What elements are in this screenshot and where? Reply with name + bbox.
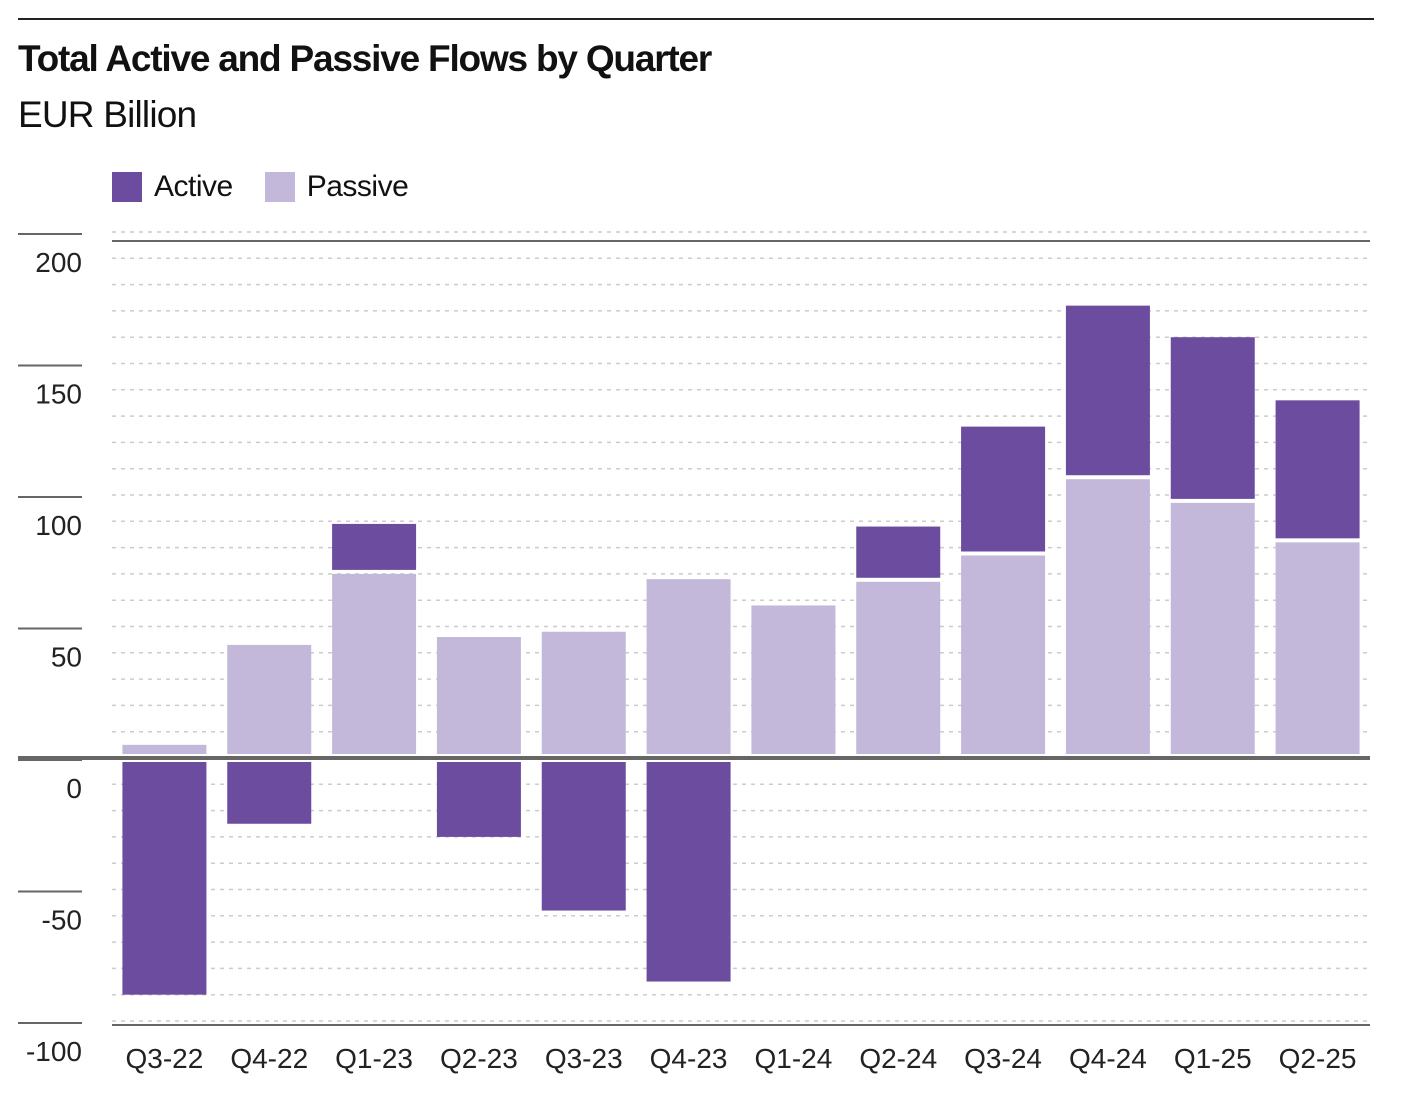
legend-item-passive: Passive: [264, 170, 409, 204]
bar-active: [332, 523, 417, 570]
xtick-label: Q3-22: [126, 1043, 204, 1074]
bar-passive: [856, 581, 941, 754]
bar-passive: [541, 631, 626, 754]
xtick-label: Q3-24: [964, 1043, 1042, 1074]
legend-swatch-active: [112, 172, 142, 202]
ytick-label: -50: [42, 905, 82, 936]
bar-passive: [227, 644, 312, 754]
bar-active: [961, 426, 1046, 552]
ytick-label: 150: [35, 379, 82, 410]
xtick-label: Q1-23: [335, 1043, 413, 1074]
bar-passive: [1170, 502, 1255, 754]
bar-active: [541, 762, 626, 911]
bar-active: [856, 526, 941, 578]
bar-active: [227, 762, 312, 824]
bar-active: [1170, 337, 1255, 499]
xtick-label: Q1-24: [755, 1043, 833, 1074]
ytick-label: 200: [35, 247, 82, 278]
top-rule: [18, 18, 1374, 20]
bar-passive: [751, 605, 836, 754]
bar-active: [1275, 400, 1360, 539]
xtick-label: Q2-23: [440, 1043, 518, 1074]
bar-active: [646, 762, 731, 982]
xtick-label: Q4-22: [230, 1043, 308, 1074]
bar-active: [122, 762, 207, 995]
xtick-label: Q1-25: [1174, 1043, 1252, 1074]
ytick-label: -100: [26, 1036, 82, 1067]
bar-passive: [961, 555, 1046, 754]
legend-item-active: Active: [112, 170, 233, 204]
bar-active: [1065, 305, 1150, 476]
legend-label-active: Active: [154, 170, 233, 203]
bar-active: [436, 762, 521, 837]
ytick-label: 0: [66, 773, 82, 804]
bar-passive: [122, 744, 207, 754]
bar-passive: [1275, 542, 1360, 754]
xtick-label: Q2-25: [1279, 1043, 1357, 1074]
bar-passive: [436, 637, 521, 754]
xtick-label: Q4-24: [1069, 1043, 1147, 1074]
chart-title: Total Active and Passive Flows by Quarte…: [18, 38, 712, 79]
legend-swatch-passive: [264, 172, 295, 202]
bar-passive: [332, 573, 417, 754]
bar-passive: [1065, 479, 1150, 754]
ytick-label: 50: [51, 642, 82, 673]
legend-label-passive: Passive: [306, 170, 409, 203]
xtick-label: Q4-23: [650, 1043, 728, 1074]
legend: Active Passive: [112, 170, 440, 204]
bar-passive: [646, 579, 731, 754]
chart-subtitle: EUR Billion: [18, 94, 197, 135]
ytick-label: 100: [35, 510, 82, 541]
xtick-label: Q2-24: [859, 1043, 937, 1074]
xtick-label: Q3-23: [545, 1043, 623, 1074]
